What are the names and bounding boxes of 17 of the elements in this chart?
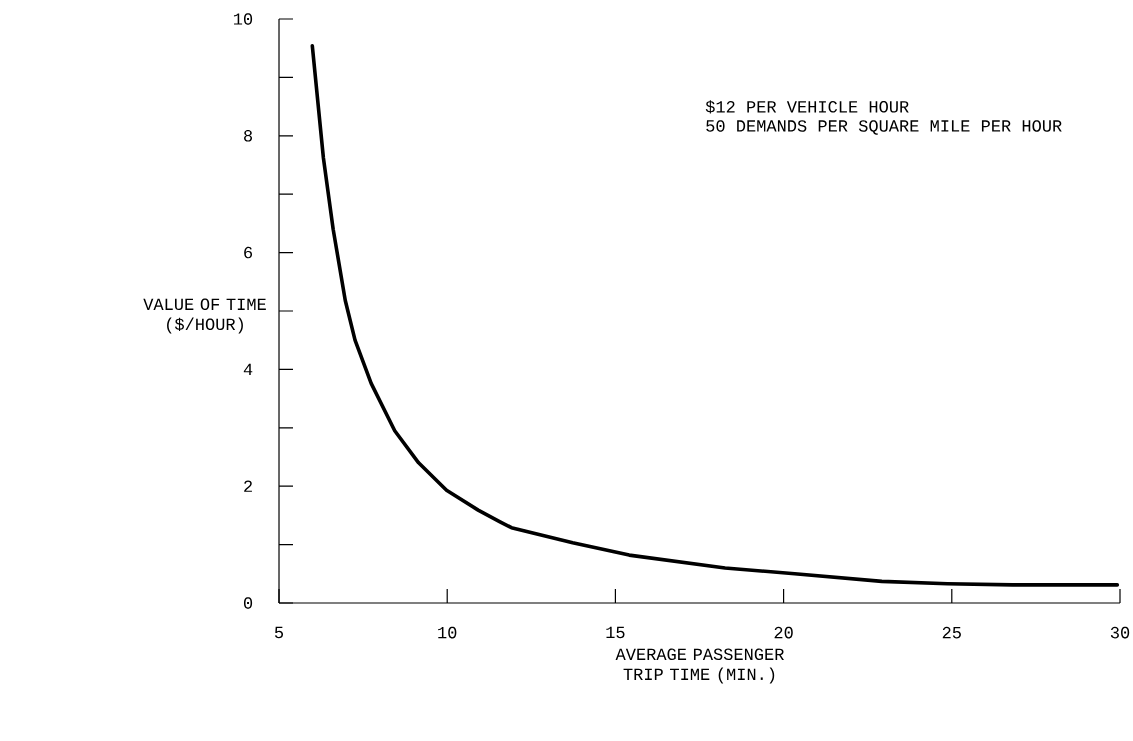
x-tick-label: 5 [274,626,284,639]
line-series [310,44,1120,587]
y-tick-label: 0 [243,597,253,609]
annotation: $12 PER VEHICLE HOUR [705,100,909,114]
x-tick-label: 15 [606,626,625,639]
x-tick-label: 25 [942,626,961,639]
annotation: 50 DEMANDS PER SQUARE MILE PER HOUR [706,120,1062,135]
y-tick-label: 2 [244,480,252,492]
y-tick-label: 8 [244,130,253,142]
y-axis-title: VALUE OF TIME ($/HOUR) [143,298,266,334]
y-tick-label: 4 [243,363,253,375]
y-tick-label: 10 [233,13,253,25]
x-tick-label: 20 [774,626,793,639]
y-tick-label: 6 [244,246,253,259]
x-tick-label: 10 [438,626,457,639]
x-axis-title: AVERAGE PASSENGER TRIP TIME (MIN.) [615,648,784,684]
x-tick-label: 30 [1110,626,1130,639]
